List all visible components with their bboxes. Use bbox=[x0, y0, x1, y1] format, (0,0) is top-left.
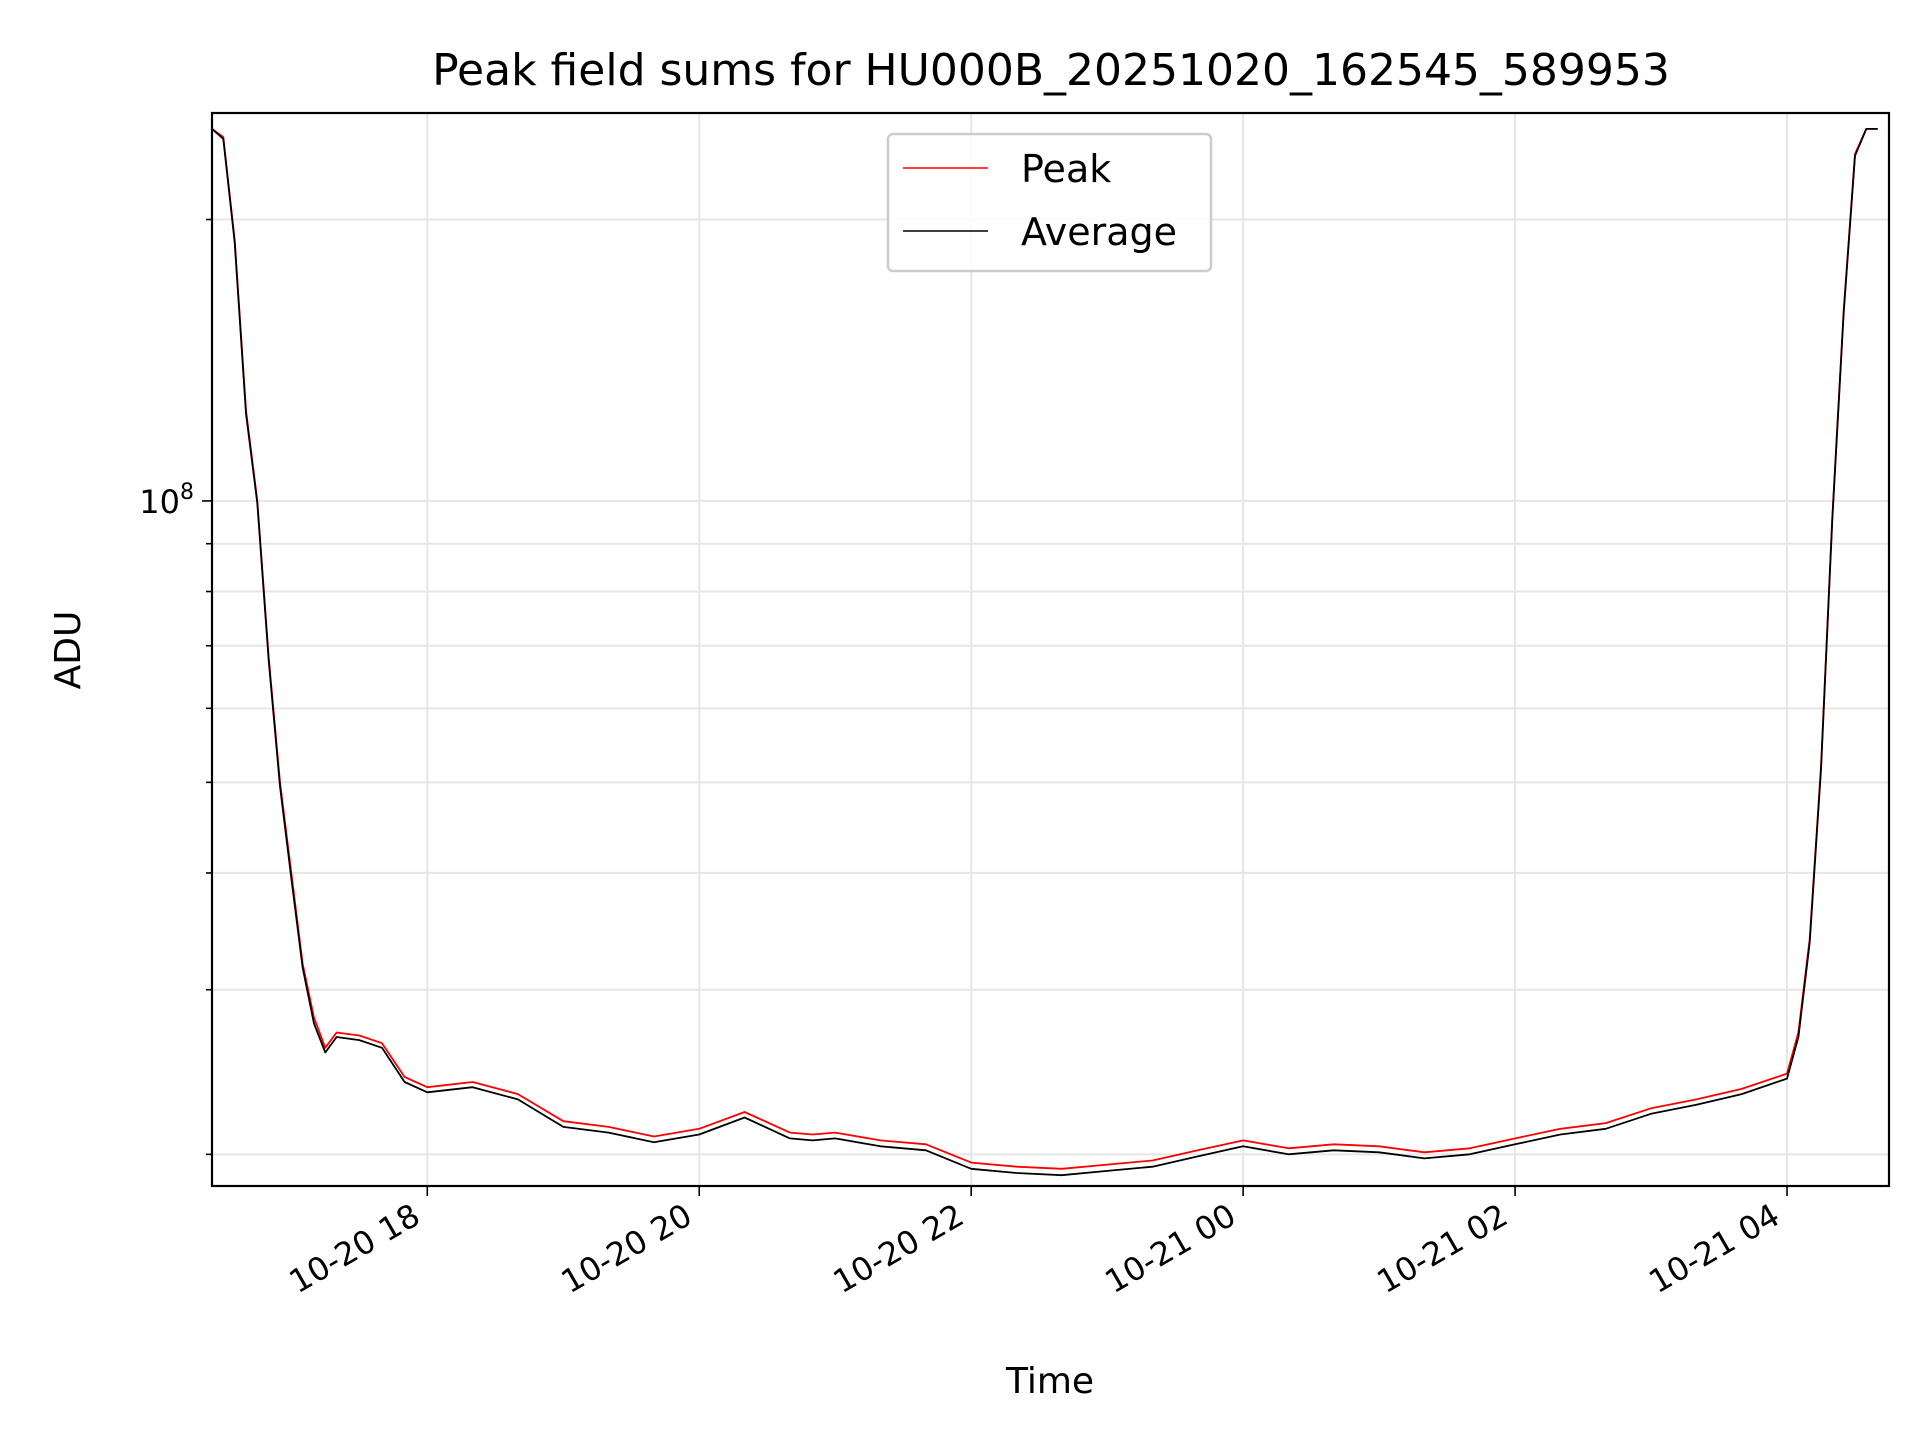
y-tick-label-exponent: 8 bbox=[180, 480, 194, 505]
y-tick-label: 108 bbox=[139, 480, 194, 521]
legend: Peak Average bbox=[886, 132, 1213, 273]
series-line-average bbox=[211, 127, 1878, 1177]
y-tick-label-base: 10 bbox=[139, 483, 180, 521]
series-layer bbox=[211, 127, 1878, 1177]
legend-label-peak: Peak bbox=[1021, 147, 1111, 191]
series-line-peak bbox=[211, 127, 1878, 1170]
plot-frame bbox=[210, 111, 1891, 1188]
x-axis-label: Time bbox=[1005, 1361, 1094, 1402]
chart-title: Peak field sums for HU000B_20251020_1625… bbox=[432, 45, 1670, 96]
y-axis: 108 bbox=[139, 218, 212, 1156]
legend-label-average: Average bbox=[1021, 210, 1177, 254]
y-axis-label: ADU bbox=[48, 611, 89, 690]
